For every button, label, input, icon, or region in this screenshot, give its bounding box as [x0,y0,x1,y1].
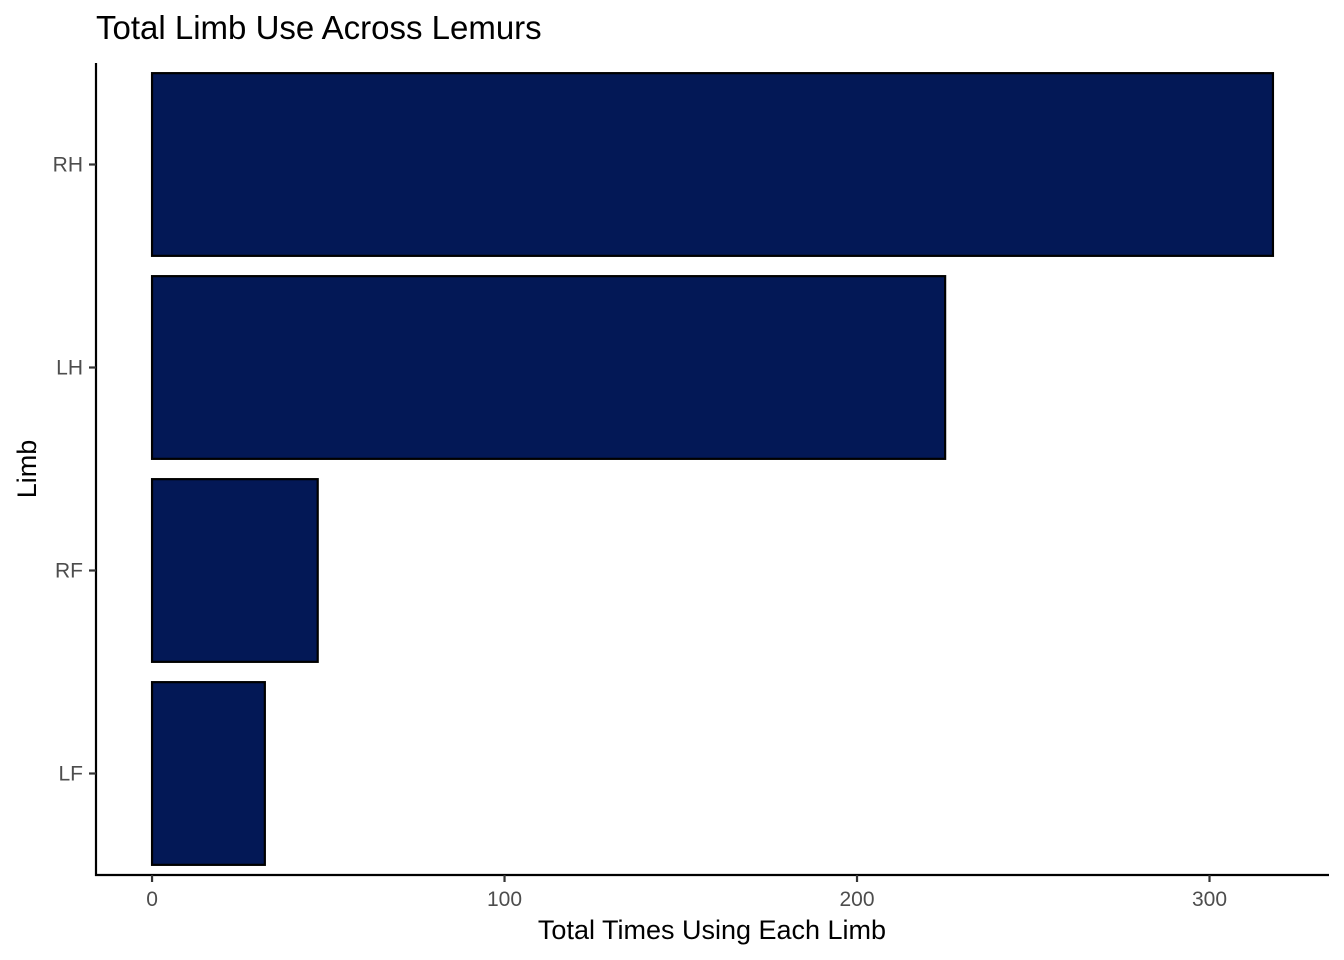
bar-rh [150,72,1275,257]
bar-lh [150,275,947,460]
x-ticks-group: 0 100 200 300 [146,875,1227,911]
y-tick-label-rf: RF [55,560,83,583]
bar-rf [150,478,319,663]
x-tick-label-100: 100 [487,888,522,911]
x-tick-label-0: 0 [146,888,158,911]
bars-group [150,72,1275,866]
y-tick-label-lh: LH [56,357,83,380]
bar-lf [150,681,266,866]
chart-title: Total Limb Use Across Lemurs [96,9,542,46]
y-tick-label-lf: LF [58,763,83,786]
x-tick-label-200: 200 [839,888,874,911]
y-tick-label-rh: RH [53,154,83,177]
x-tick-label-300: 300 [1192,888,1227,911]
x-axis-title: Total Times Using Each Limb [538,915,886,945]
y-ticks-group: RH LH RF LF [53,154,96,786]
y-axis-title: Limb [12,440,42,499]
